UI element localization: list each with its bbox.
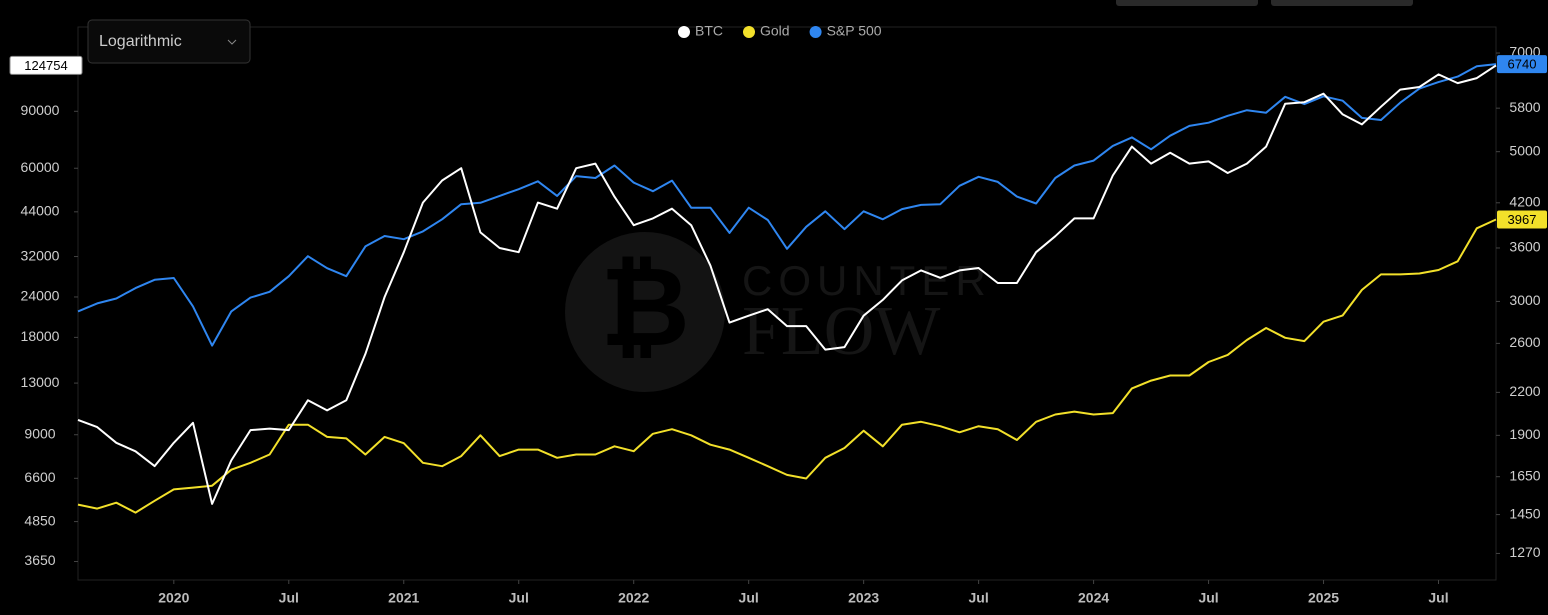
- y2-tick-label: 1900: [1509, 426, 1540, 442]
- y2-tick-label: 5800: [1509, 99, 1540, 115]
- last-value-box: [1497, 210, 1547, 229]
- series-line: [77, 63, 1497, 347]
- watermark-symbol: ₿: [600, 246, 690, 369]
- y-tick-label: 3650: [24, 552, 55, 568]
- x-tick-label: 2023: [848, 590, 879, 606]
- x-tick-label: Jul: [509, 590, 529, 606]
- plot-frame: [77, 26, 1497, 581]
- x-tick-label: 2024: [1078, 590, 1109, 606]
- series-line: [77, 64, 1497, 505]
- legend-label: BTC: [695, 23, 723, 39]
- y2-tick-label: 2600: [1509, 334, 1540, 350]
- dropdown-chevron: [227, 39, 237, 45]
- y2-tick-label: 1650: [1509, 467, 1540, 483]
- last-value-box: [1497, 55, 1547, 74]
- legend-marker: [678, 26, 690, 38]
- y-tick-label: 32000: [21, 247, 60, 263]
- last-value-label: 3967: [1508, 212, 1537, 227]
- x-tick-label: Jul: [739, 590, 759, 606]
- y2-tick-label: 3000: [1509, 292, 1540, 308]
- y-tick-label: 44000: [21, 203, 60, 219]
- scale-dropdown-label: Logarithmic: [99, 33, 182, 50]
- y-tick-label: 13000: [21, 374, 60, 390]
- watermark: ₿ COUNTER FLOW: [565, 232, 992, 392]
- y-tick-label: 9000: [24, 425, 55, 441]
- watermark-text: COUNTER: [742, 257, 992, 304]
- y-tick-label: 18000: [21, 328, 60, 344]
- toolbar-button[interactable]: [1271, 0, 1413, 6]
- x-tick-label: Jul: [1198, 590, 1218, 606]
- y-tick-label: 4850: [24, 512, 55, 528]
- scale-dropdown[interactable]: [87, 19, 251, 64]
- x-tick-label: Jul: [279, 590, 299, 606]
- watermark-text: FLOW: [742, 293, 940, 370]
- legend-marker: [743, 26, 755, 38]
- y-tick-label: 60000: [21, 159, 60, 175]
- y2-tick-label: 5000: [1509, 142, 1540, 158]
- y2-tick-label: 4200: [1509, 193, 1540, 209]
- last-value-label: 6740: [1508, 57, 1537, 72]
- last-value-box: [9, 55, 83, 75]
- legend-label: S&P 500: [827, 23, 882, 39]
- last-value-label: 124754: [24, 58, 67, 73]
- series-line: [77, 218, 1497, 514]
- toolbar-button[interactable]: [1116, 0, 1258, 6]
- x-tick-label: 2022: [618, 590, 649, 606]
- y2-tick-label: 1270: [1509, 544, 1540, 560]
- y-tick-label: 6600: [24, 469, 55, 485]
- y2-tick-label: 1450: [1509, 505, 1540, 521]
- y2-tick-label: 2200: [1509, 383, 1540, 399]
- y2-tick-label: 3600: [1509, 239, 1540, 255]
- x-tick-label: 2021: [388, 590, 419, 606]
- legend-label: Gold: [760, 23, 790, 39]
- x-tick-label: Jul: [1428, 590, 1448, 606]
- x-tick-label: 2025: [1308, 590, 1339, 606]
- y-tick-label: 24000: [21, 288, 60, 304]
- x-tick-label: Jul: [969, 590, 989, 606]
- y-tick-label: 90000: [21, 102, 60, 118]
- x-tick-label: 2020: [158, 590, 189, 606]
- watermark-logo: [565, 232, 725, 392]
- legend-marker: [809, 26, 822, 38]
